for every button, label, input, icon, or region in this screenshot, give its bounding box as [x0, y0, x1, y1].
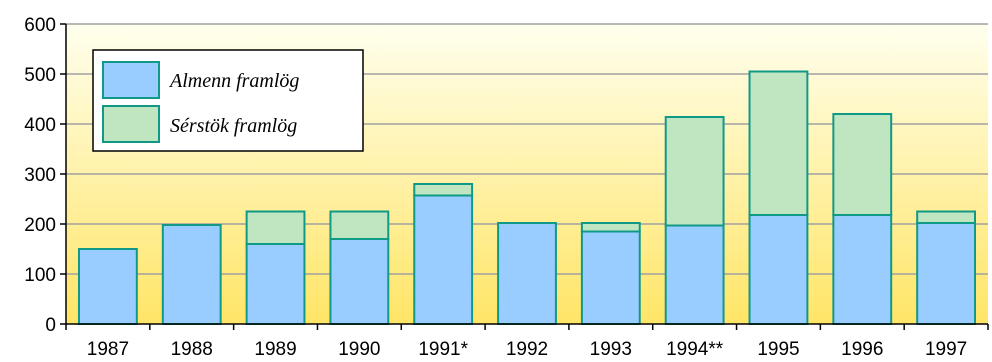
legend-swatch-almenn [102, 61, 160, 99]
bar-segment-almenn [77, 248, 138, 325]
bars [77, 70, 977, 325]
bar-segment-serstok [748, 70, 809, 216]
x-tick-label: 1993 [590, 339, 632, 360]
y-tick-label: 0 [45, 315, 56, 336]
legend-swatch-serstok [102, 105, 160, 143]
bar-segment-almenn [916, 222, 977, 325]
x-tick-label: 1992 [506, 339, 548, 360]
bar-segment-serstok [245, 210, 306, 245]
bar-segment-almenn [161, 224, 222, 325]
y-tick-label: 500 [24, 65, 56, 86]
bar-segment-almenn [413, 194, 474, 325]
bar-segment-serstok [329, 210, 390, 240]
x-tick-label: 1995 [757, 339, 799, 360]
x-tick-label: 1988 [171, 339, 213, 360]
bar-segment-almenn [329, 238, 390, 325]
y-tick-label: 300 [24, 165, 56, 186]
x-tick-label: 1997 [925, 339, 967, 360]
bar-segment-serstok [664, 116, 725, 227]
axes: 0 100 200 300 400 500 600 1987 1988 1989 1990 1991*… [24, 15, 989, 360]
x-tick-label: 1991* [418, 339, 468, 360]
bar-segment-almenn [580, 230, 641, 325]
y-tick-label: 100 [24, 265, 56, 286]
x-tick-label: 1987 [87, 339, 129, 360]
y-tick-label: 200 [24, 215, 56, 236]
x-tick-label: 1989 [254, 339, 296, 360]
bar-segment-serstok [580, 222, 641, 233]
y-tick-label: 600 [24, 15, 56, 36]
legend: Almenn framlög Sérstök framlög [92, 49, 364, 152]
bar-segment-almenn [832, 214, 893, 325]
x-tick-label: 1996 [841, 339, 883, 360]
legend-label-serstok: Sérstök framlög [170, 115, 297, 137]
y-tick-label: 400 [24, 115, 56, 136]
bar-segment-serstok [916, 210, 977, 224]
bar-segment-almenn [748, 214, 809, 325]
x-tick-label: 1994** [666, 339, 724, 360]
x-tick-label: 1990 [338, 339, 380, 360]
bar-segment-serstok [832, 113, 893, 216]
bar-segment-almenn [497, 222, 557, 325]
bar-segment-almenn [245, 243, 306, 325]
bar-segment-serstok [413, 183, 474, 197]
bar-segment-almenn [664, 224, 725, 325]
legend-label-almenn: Almenn framlög [168, 70, 299, 92]
